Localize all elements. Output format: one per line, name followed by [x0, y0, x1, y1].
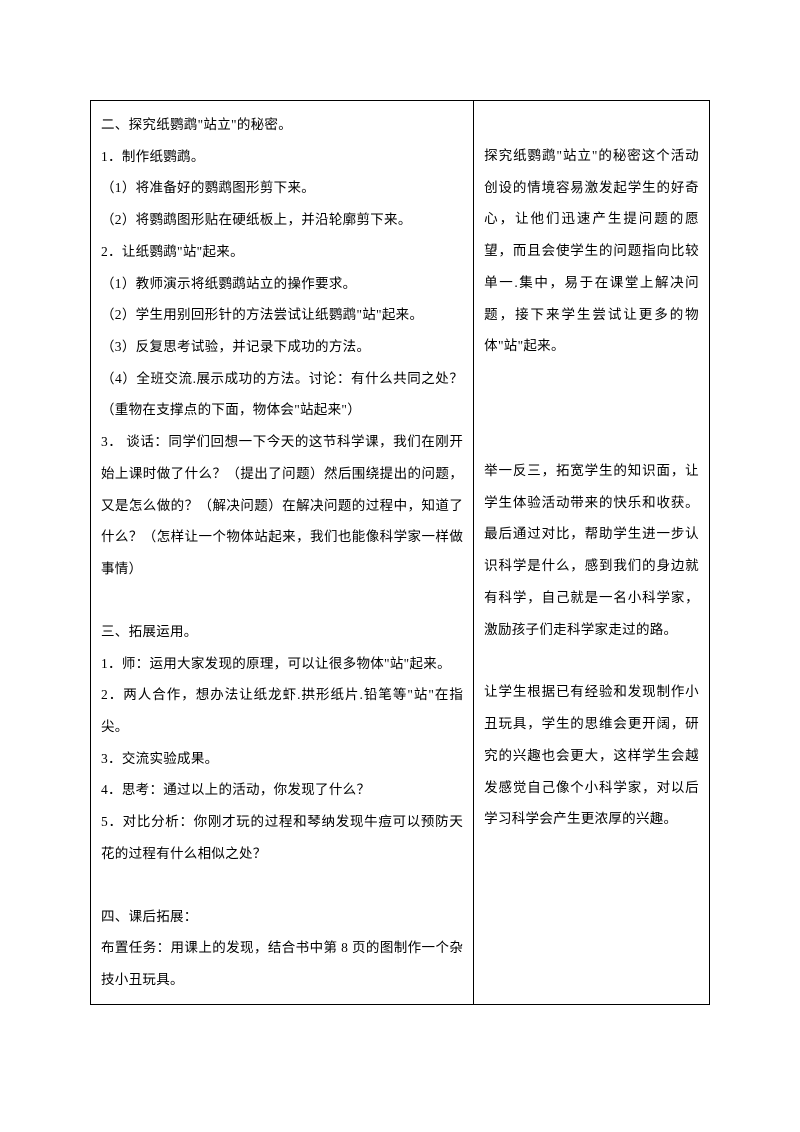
section-3-title: 三、拓展运用。 [101, 616, 463, 648]
item-1-sub1: （1）将准备好的鹦鹉图形剪下来。 [101, 172, 463, 204]
spacer [484, 424, 699, 455]
item-2-sub4: （4）全班交流.展示成功的方法。讨论：有什么共同之处？（重物在支撑点的下面，物体… [101, 363, 463, 426]
item-2-sub2: （2）学生用别回形针的方法尝试让纸鹦鹉"站"起来。 [101, 299, 463, 331]
spacer [484, 109, 699, 140]
right-para3: 让学生根据已有经验和发现制作小丑玩具，学生的思维会更开阔，研究的兴趣也会更大，这… [484, 676, 699, 835]
lesson-plan-table: 二、探究纸鹦鹉"站立"的秘密。 1．制作纸鹦鹉。 （1）将准备好的鹦鹉图形剪下来… [90, 100, 710, 1005]
section-3-item3: 3．交流实验成果。 [101, 743, 463, 775]
spacer [101, 585, 463, 616]
spacer [101, 870, 463, 901]
item-2-sub1: （1）教师演示将纸鹦鹉站立的操作要求。 [101, 268, 463, 300]
item-2-sub3: （3）反复思考试验，并记录下成功的方法。 [101, 331, 463, 363]
left-column: 二、探究纸鹦鹉"站立"的秘密。 1．制作纸鹦鹉。 （1）将准备好的鹦鹉图形剪下来… [91, 101, 474, 1004]
right-para2: 举一反三，拓宽学生的知识面，让学生体验活动带来的快乐和收获。最后通过对比，帮助学… [484, 455, 699, 645]
right-para1: 探究纸鹦鹉"站立"的秘密这个活动创设的情境容易激发起学生的好奇心，让他们迅速产生… [484, 140, 699, 362]
item-2-title: 2．让纸鹦鹉"站"起来。 [101, 236, 463, 268]
section-3-item4: 4．思考：通过以上的活动，你发现了什么？ [101, 774, 463, 806]
item-1-title: 1．制作纸鹦鹉。 [101, 141, 463, 173]
section-3-item2: 2．两人合作，想办法让纸龙虾.拱形纸片.铅笔等"站"在指尖。 [101, 679, 463, 742]
section-3-item5: 5．对比分析：你刚才玩的过程和琴纳发现牛痘可以预防天花的过程有什么相似之处？ [101, 806, 463, 869]
spacer [484, 645, 699, 676]
right-column: 探究纸鹦鹉"站立"的秘密这个活动创设的情境容易激发起学生的好奇心，让他们迅速产生… [474, 101, 709, 1004]
section-4-title: 四、课后拓展： [101, 901, 463, 933]
item-1-sub2: （2）将鹦鹉图形贴在硬纸板上，并沿轮廓剪下来。 [101, 204, 463, 236]
spacer [484, 393, 699, 424]
section-4-content: 布置任务：用课上的发现，结合书中第 8 页的图制作一个杂技小丑玩具。 [101, 932, 463, 995]
spacer [484, 362, 699, 393]
section-3-item1: 1．师：运用大家发现的原理，可以让很多物体"站"起来。 [101, 648, 463, 680]
item-3: 3． 谈话：同学们回想一下今天的这节科学课，我们在刚开始上课时做了什么？（提出了… [101, 426, 463, 585]
section-2-title: 二、探究纸鹦鹉"站立"的秘密。 [101, 109, 463, 141]
